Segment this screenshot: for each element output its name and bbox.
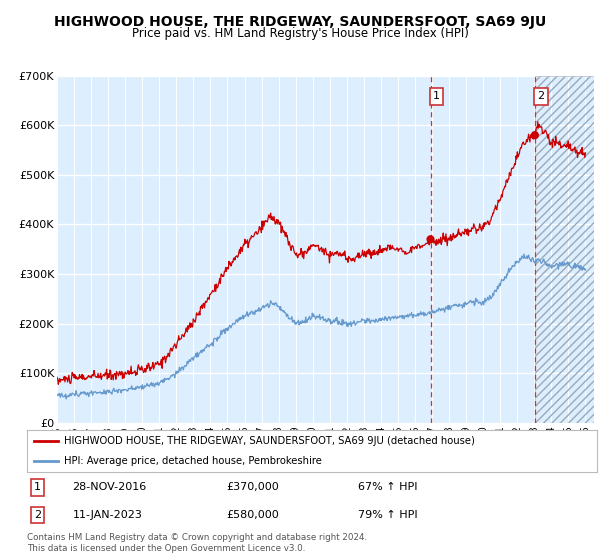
Text: £370,000: £370,000: [227, 483, 279, 492]
Text: 28-NOV-2016: 28-NOV-2016: [73, 483, 147, 492]
Point: [426, 235, 436, 244]
Text: 1: 1: [34, 483, 41, 492]
Bar: [535, 76, 594, 423]
Text: Contains HM Land Registry data © Crown copyright and database right 2024.
This d: Contains HM Land Registry data © Crown c…: [27, 533, 367, 553]
Text: 67% ↑ HPI: 67% ↑ HPI: [358, 483, 417, 492]
Text: Price paid vs. HM Land Registry's House Price Index (HPI): Price paid vs. HM Land Registry's House …: [131, 27, 469, 40]
Text: 11-JAN-2023: 11-JAN-2023: [73, 510, 142, 520]
Point: [530, 130, 539, 139]
Text: HIGHWOOD HOUSE, THE RIDGEWAY, SAUNDERSFOOT, SA69 9JU (detached house): HIGHWOOD HOUSE, THE RIDGEWAY, SAUNDERSFO…: [64, 436, 475, 446]
Text: 79% ↑ HPI: 79% ↑ HPI: [358, 510, 417, 520]
Text: HPI: Average price, detached house, Pembrokeshire: HPI: Average price, detached house, Pemb…: [64, 456, 322, 466]
Text: 2: 2: [538, 91, 545, 101]
Text: 2: 2: [34, 510, 41, 520]
Text: 1: 1: [433, 91, 440, 101]
Text: £580,000: £580,000: [227, 510, 279, 520]
Text: HIGHWOOD HOUSE, THE RIDGEWAY, SAUNDERSFOOT, SA69 9JU: HIGHWOOD HOUSE, THE RIDGEWAY, SAUNDERSFO…: [54, 15, 546, 29]
